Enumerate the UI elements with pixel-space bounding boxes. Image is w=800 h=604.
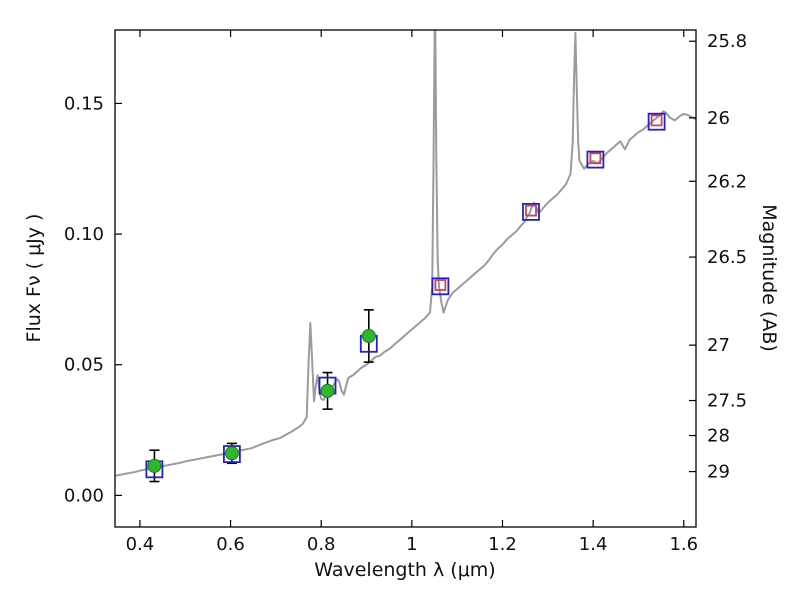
- y-axis-label-right: Magnitude (AB): [758, 204, 780, 352]
- y-tick-label-right: 26: [707, 108, 730, 129]
- square-marker: [525, 204, 537, 217]
- square-marker: [434, 279, 447, 291]
- model-photometry-blue-squares: [145, 112, 666, 479]
- y-tick-label-left: 0.15: [64, 93, 104, 114]
- observed-points: [147, 329, 376, 473]
- circle-marker: [224, 446, 239, 461]
- model-photometry-red-squares: [434, 114, 663, 291]
- y-tick-label-right: 26.5: [707, 247, 747, 268]
- x-tick-label: 0.4: [126, 534, 155, 555]
- y-axis-label-left: Flux Fν ( μJy ): [23, 213, 45, 343]
- y-tick-label-left: 0.10: [64, 224, 104, 245]
- y-tick-label-left: 0.05: [64, 355, 104, 376]
- square-marker: [431, 277, 450, 296]
- y-tick-label-right: 25.8: [707, 31, 747, 52]
- square-marker: [647, 112, 666, 131]
- y-tick-label-right: 27: [707, 335, 730, 356]
- y-tick-label-right: 29: [707, 462, 730, 483]
- x-axis-label: Wavelength λ (μm): [314, 559, 496, 581]
- model-spectrum-line: [115, 30, 696, 477]
- x-tick-label: 1.4: [579, 534, 608, 555]
- square-marker: [589, 152, 602, 165]
- square-marker: [522, 202, 540, 221]
- y-tick-label-right: 27.5: [707, 391, 747, 412]
- circle-marker: [320, 383, 335, 398]
- x-tick-label: 1.6: [669, 534, 698, 555]
- error-bars: [149, 309, 374, 483]
- circle-marker: [147, 458, 162, 473]
- y-tick-label-right: 26.2: [707, 171, 747, 192]
- x-tick-label: 0.8: [307, 534, 336, 555]
- circle-marker: [361, 329, 376, 343]
- square-marker: [586, 150, 605, 169]
- y-tick-label-left: 0.00: [64, 485, 104, 506]
- x-tick-label: 1: [406, 534, 417, 555]
- square-marker: [650, 114, 663, 127]
- y-tick-label-right: 28: [707, 426, 730, 447]
- x-tick-label: 0.6: [216, 534, 245, 555]
- square-marker: [222, 445, 241, 464]
- x-tick-label: 1.2: [488, 534, 517, 555]
- plot-frame: [114, 29, 697, 528]
